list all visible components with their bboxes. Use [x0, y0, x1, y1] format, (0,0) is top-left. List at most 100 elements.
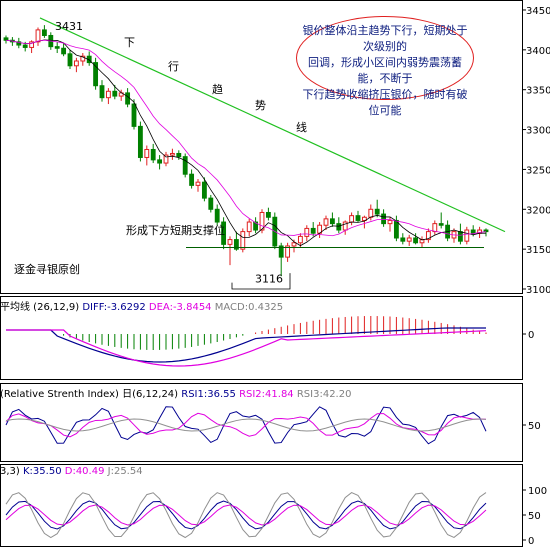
candle-body — [336, 223, 342, 231]
candle-body — [54, 46, 60, 49]
kdj-axis-tick-label: 100 — [528, 486, 547, 497]
price-axis-tick-label: 3400 — [526, 46, 550, 57]
candle-body — [112, 90, 118, 97]
downtrend-line — [39, 17, 506, 233]
candle-body — [425, 231, 431, 241]
candle-body — [323, 218, 329, 226]
candle-body — [16, 41, 22, 46]
candle-body — [125, 92, 131, 105]
candle-body — [438, 223, 444, 226]
rsi1-label: RSI1:36.55 — [181, 389, 236, 400]
candle-body — [169, 152, 175, 156]
candle-body — [285, 245, 291, 258]
candle-body — [413, 237, 419, 244]
kdj-j-line — [5, 492, 487, 539]
price-axis-tick-label: 3450 — [526, 6, 550, 17]
candle-body — [144, 148, 150, 158]
candle-body — [278, 245, 284, 258]
trend-title-char: 线 — [296, 120, 307, 134]
candle-body — [457, 231, 463, 242]
low-bracket — [231, 273, 291, 290]
rsi-header-row: (Relative Strenth Index) 日(6,12,24) RSI1… — [0, 385, 351, 400]
rsi2-label: RSI2:41.84 — [239, 389, 294, 400]
candle-body — [22, 44, 28, 48]
rsi1-line — [5, 406, 487, 445]
rsi-panel-frame — [0, 383, 523, 462]
macd-header-row: 平均线 (26,12,9) DIFF:-3.6292 DEA:-3.8454 M… — [0, 298, 283, 313]
rsi2-line — [5, 412, 487, 438]
trend-title-char: 势 — [255, 99, 266, 112]
support-label: 形成下方短期支撑位 — [126, 223, 225, 237]
candle-body — [35, 29, 41, 43]
note-line-3: 下行趋势收缩挤压银价，随时有破位可能 — [302, 88, 468, 117]
kdj-header: 3,3) — [0, 466, 20, 477]
rsi-axis-tick-label: 50 — [528, 421, 541, 432]
watermark: 逐金寻银原创 — [14, 262, 80, 276]
rsi-header: (Relative Strenth Index) 日(6,12,24) — [0, 389, 179, 400]
candle-body — [265, 211, 271, 218]
candle-body — [208, 197, 214, 210]
note-line-1: 银价整体沿主趋势下行，短期处于次级别的 — [302, 24, 468, 53]
candle-body — [432, 223, 438, 233]
price-axis-tick-label: 3300 — [526, 126, 550, 137]
kdj-d-line — [5, 504, 487, 526]
kdj-k-line — [5, 500, 487, 530]
candle-body — [3, 37, 9, 41]
low-annotation: 3116 — [255, 273, 283, 286]
ma5-line — [5, 39, 486, 247]
macd-dea-label: DEA:-3.8454 — [148, 302, 212, 313]
candle-body — [105, 90, 111, 99]
candle-body — [246, 221, 252, 233]
trend-title-char: 行 — [168, 60, 179, 73]
analysis-note: 银价整体沿主趋势下行，短期处于次级别的 回调，形成小区间内弱势震荡蓄能，不断于 … — [296, 16, 474, 117]
price-axis-tick-label: 3250 — [526, 165, 550, 176]
note-line-2: 回调，形成小区间内弱势震荡蓄能，不断于 — [308, 56, 462, 85]
candle-body — [29, 41, 35, 48]
candle-body — [131, 103, 137, 127]
candle-body — [406, 237, 412, 242]
candle-body — [201, 181, 207, 199]
candle-body — [41, 29, 47, 36]
kdj-j-label: J:25.54 — [107, 466, 143, 477]
macd-diff-line — [6, 327, 486, 363]
candle-body — [137, 125, 143, 158]
macd-value-label: MACD:0.4325 — [214, 302, 284, 313]
price-axis-tick-label: 3100 — [526, 285, 550, 296]
price-panel-frame — [0, 0, 523, 294]
ma10-line — [5, 39, 487, 237]
candle-body — [374, 208, 380, 215]
candle-body — [304, 227, 310, 237]
rsi3-line — [5, 418, 487, 432]
price-axis-tick-label: 3150 — [526, 245, 550, 256]
high-annotation: 3431 — [55, 20, 83, 33]
candle-body — [310, 227, 316, 234]
candle-body — [150, 148, 156, 161]
candle-body — [221, 221, 227, 245]
price-axis-tick-label: 3350 — [526, 86, 550, 97]
candle-body — [464, 229, 470, 242]
candle-body — [342, 221, 348, 231]
candle-body — [195, 181, 201, 186]
candle-body — [99, 85, 105, 99]
candle-body — [470, 229, 476, 234]
macd-panel-frame — [0, 296, 523, 380]
kdj-axis-tick-label: 50 — [528, 511, 541, 522]
candle-body — [381, 213, 387, 225]
candle-body — [368, 208, 374, 218]
kdj-d-label: D:40.49 — [64, 466, 105, 477]
candle-body — [361, 216, 367, 221]
candle-body — [297, 235, 303, 244]
candle-body — [214, 208, 220, 223]
candle-body — [240, 231, 246, 250]
candle-body — [393, 219, 399, 239]
candle-body — [157, 159, 163, 164]
candle-body — [355, 215, 361, 221]
candle-body — [73, 60, 79, 67]
candle-body — [189, 173, 195, 186]
kdj-axis-tick-label: 0 — [528, 536, 534, 547]
candle-body — [80, 55, 86, 62]
candle-body — [61, 47, 67, 55]
rsi3-label: RSI3:42.20 — [296, 389, 352, 400]
candle-body — [93, 62, 99, 87]
